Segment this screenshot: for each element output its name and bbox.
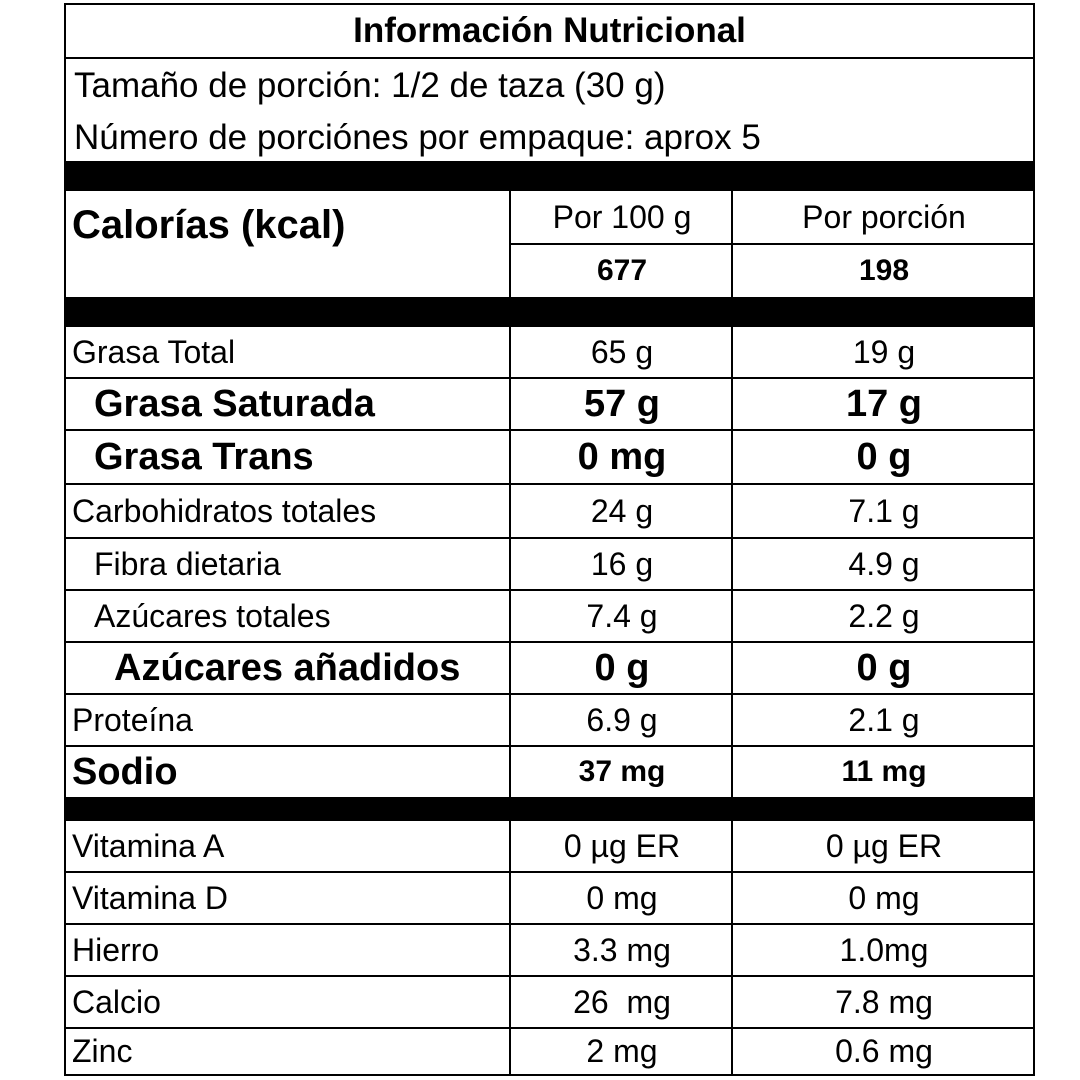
nutrient-name: Vitamina D — [72, 879, 228, 916]
nutrient-row-added-sugars: Azúcares añadidos 0 g 0 g — [66, 643, 1033, 695]
value-per-serving: 2.2 g — [731, 591, 1035, 641]
calories-per-100g: 677 — [509, 245, 733, 297]
micronutrient-row-iron: Hierro 3.3 mg 1.0mg — [66, 925, 1033, 977]
nutrient-name: Azúcares añadidos — [114, 646, 461, 689]
nutrient-name: Grasa Total — [72, 333, 236, 370]
value-per-serving: 0.6 mg — [731, 1029, 1035, 1074]
value-per-100g: 0 g — [509, 643, 733, 693]
value-per-100g: 57 g — [509, 379, 733, 429]
calories-label: Calorías (kcal) — [72, 203, 346, 247]
value-per-serving: 2.1 g — [731, 695, 1035, 745]
value-per-serving: 7.1 g — [731, 485, 1035, 537]
value-per-100g: 2 mg — [509, 1029, 733, 1074]
nutrient-row-total-sugars: Azúcares totales 7.4 g 2.2 g — [66, 591, 1033, 643]
nutrient-row-fiber: Fibra dietaria 16 g 4.9 g — [66, 539, 1033, 591]
value-per-serving: 1.0mg — [731, 925, 1035, 975]
nutrient-name: Hierro — [72, 931, 160, 968]
column-header-per-100g: Por 100 g — [509, 191, 733, 245]
calories-per-serving: 198 — [731, 245, 1035, 297]
value-per-100g: 0 mg — [509, 431, 733, 483]
value-per-100g: 65 g — [509, 327, 733, 377]
value-per-serving: 0 g — [731, 643, 1035, 693]
serving-size: Tamaño de porción: 1/2 de taza (30 g) — [74, 66, 666, 105]
value-per-100g: 37 mg — [509, 747, 733, 797]
value-per-serving: 7.8 mg — [731, 977, 1035, 1027]
label-title: Información Nutricional — [66, 5, 1033, 59]
nutrient-name: Sodio — [72, 750, 178, 793]
value-per-serving: 0 mg — [731, 873, 1035, 923]
nutrient-name: Proteína — [72, 701, 193, 738]
nutrient-name: Azúcares totales — [94, 597, 331, 634]
value-per-serving: 19 g — [731, 327, 1035, 377]
nutrient-row-saturated-fat: Grasa Saturada 57 g 17 g — [66, 379, 1033, 431]
value-per-100g: 0 µg ER — [509, 821, 733, 871]
column-header-per-serving: Por porción — [731, 191, 1035, 245]
value-per-100g: 7.4 g — [509, 591, 733, 641]
micronutrient-row-vitamin-d: Vitamina D 0 mg 0 mg — [66, 873, 1033, 925]
value-per-serving: 0 g — [731, 431, 1035, 483]
value-per-serving: 0 µg ER — [731, 821, 1035, 871]
nutrient-row-total-fat: Grasa Total 65 g 19 g — [66, 327, 1033, 379]
nutrient-name: Carbohidratos totales — [72, 492, 377, 529]
value-per-100g: 0 mg — [509, 873, 733, 923]
micronutrient-row-zinc: Zinc 2 mg 0.6 mg — [66, 1029, 1033, 1074]
nutrient-row-trans-fat: Grasa Trans 0 mg 0 g — [66, 431, 1033, 485]
nutrient-row-protein: Proteína 6.9 g 2.1 g — [66, 695, 1033, 747]
thick-divider — [66, 161, 1033, 191]
nutrition-label: Información Nutricional Tamaño de porció… — [64, 3, 1035, 1076]
nutrient-name: Vitamina A — [72, 827, 225, 864]
value-per-serving: 11 mg — [731, 747, 1035, 797]
value-per-100g: 16 g — [509, 539, 733, 589]
nutrient-name: Calcio — [72, 983, 161, 1020]
nutrient-name: Grasa Trans — [94, 435, 314, 478]
servings-per-package: Número de porciónes por empaque: aprox 5 — [74, 118, 761, 157]
micronutrient-row-vitamin-a: Vitamina A 0 µg ER 0 µg ER — [66, 821, 1033, 873]
value-per-serving: 17 g — [731, 379, 1035, 429]
thick-divider — [66, 797, 1033, 821]
nutrient-name: Grasa Saturada — [94, 382, 375, 425]
nutrient-name: Fibra dietaria — [94, 545, 281, 582]
calories-block: Calorías (kcal) Por 100 g Por porción 67… — [66, 191, 1035, 297]
value-per-100g: 6.9 g — [509, 695, 733, 745]
micronutrient-row-calcium: Calcio 26 mg 7.8 mg — [66, 977, 1033, 1029]
value-per-100g: 3.3 mg — [509, 925, 733, 975]
nutrient-row-carbohydrates: Carbohidratos totales 24 g 7.1 g — [66, 485, 1033, 539]
value-per-serving: 4.9 g — [731, 539, 1035, 589]
nutrient-row-sodium: Sodio 37 mg 11 mg — [66, 747, 1033, 797]
value-per-100g: 24 g — [509, 485, 733, 537]
thick-divider — [66, 297, 1033, 327]
nutrient-name: Zinc — [72, 1033, 133, 1069]
value-per-100g: 26 mg — [509, 977, 733, 1027]
